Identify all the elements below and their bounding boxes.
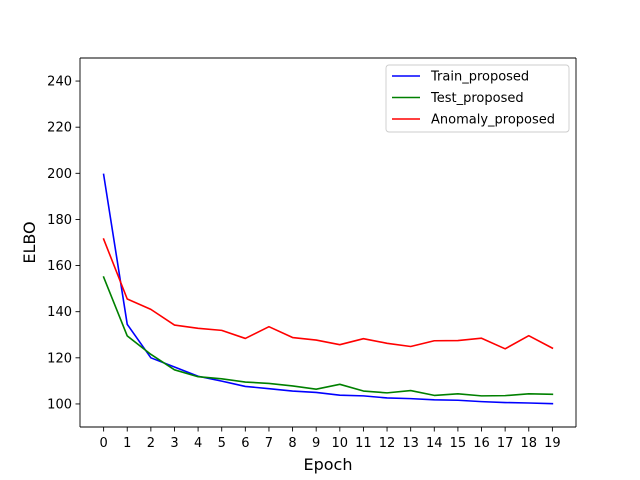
x-tick-label: 0 [99,436,107,451]
y-tick-label: 200 [47,167,72,182]
x-axis-label: Epoch [304,455,353,474]
x-tick-label: 5 [218,436,226,451]
x-tick-label: 4 [194,436,202,451]
x-tick-label: 18 [520,436,537,451]
x-tick-label: 19 [544,436,561,451]
x-tick-label: 15 [450,436,467,451]
y-tick-label: 140 [47,305,72,320]
x-tick-label: 1 [123,436,131,451]
x-tick-label: 10 [332,436,349,451]
x-tick-label: 6 [241,436,249,451]
series-line-train-proposed [102,173,554,405]
x-tick-label: 8 [288,436,296,451]
x-tick-label: 9 [312,436,320,451]
series-line-anomaly-proposed [102,238,554,350]
x-tick-label: 3 [170,436,178,451]
y-tick-label: 120 [47,351,72,366]
x-tick-label: 12 [379,436,396,451]
x-tick-label: 13 [402,436,419,451]
legend: Train_proposed Test_proposed Anomaly_propo… [385,64,570,133]
x-tick-label: 7 [265,436,273,451]
axes-group: 0 1 2 3 4 5 6 7 8 9 10 11 12 13 14 15 16 17 18 191001201401… [47,57,577,451]
x-tick-label: 2 [147,436,155,451]
y-tick-label: 240 [47,75,72,90]
legend-box [385,64,570,133]
y-tick-label: 180 [47,213,72,228]
legend-entry-label: Train_proposed [430,70,529,85]
legend-entry-label: Anomaly_proposed [431,113,555,128]
x-tick-label: 14 [426,436,443,451]
x-tick-label: 17 [497,436,514,451]
series-group [102,173,554,405]
legend-entry-label: Test_proposed [430,91,524,106]
y-tick-label: 160 [47,259,72,274]
series-line-test-proposed [102,276,554,397]
y-tick-label: 220 [47,121,72,136]
x-tick-label: 16 [473,436,490,451]
x-tick-label: 11 [355,436,372,451]
y-tick-label: 100 [47,397,72,412]
y-axis-label: ELBO [20,221,39,263]
